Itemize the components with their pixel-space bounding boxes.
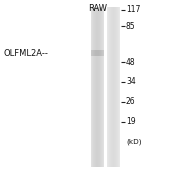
Text: OLFML2A--: OLFML2A-- xyxy=(4,49,48,58)
Text: 26: 26 xyxy=(126,97,136,106)
Text: 117: 117 xyxy=(126,5,140,14)
Text: 19: 19 xyxy=(126,117,136,126)
Text: 34: 34 xyxy=(126,77,136,86)
Text: 85: 85 xyxy=(126,22,136,31)
Text: 48: 48 xyxy=(126,58,136,67)
Text: (kD): (kD) xyxy=(126,138,141,145)
Text: RAW: RAW xyxy=(88,4,107,13)
